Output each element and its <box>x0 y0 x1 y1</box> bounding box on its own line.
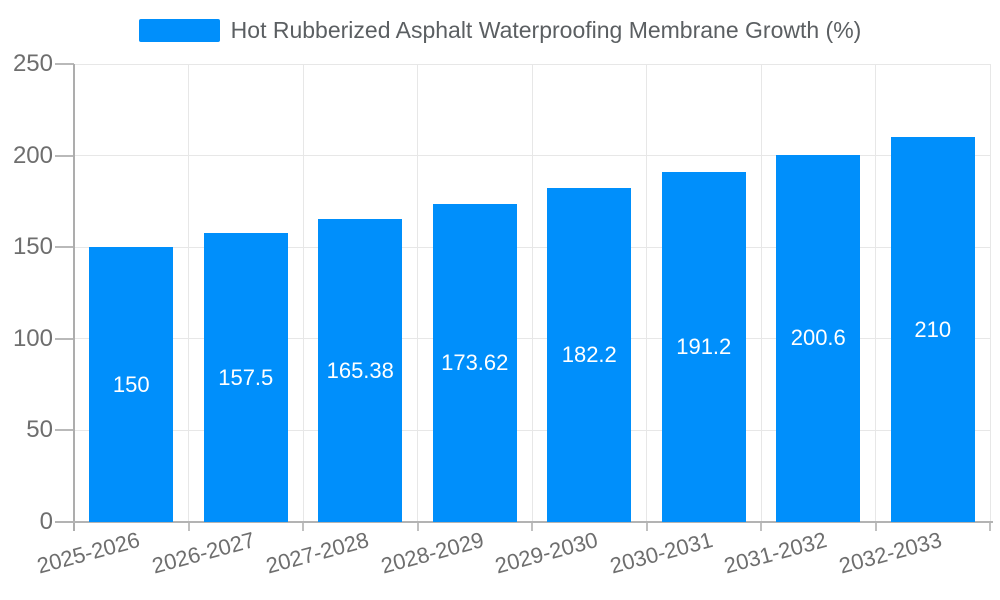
y-gridline <box>55 338 990 340</box>
x-axis-label: 2028-2029 <box>377 527 486 579</box>
x-gridline <box>875 64 876 531</box>
bar-2032-2033[interactable] <box>890 137 975 522</box>
bar-value-label: 165.38 <box>326 357 394 383</box>
x-axis-tick <box>989 522 991 531</box>
bar-2028-2029[interactable] <box>432 203 517 522</box>
x-axis-label: 2030-2031 <box>606 527 715 579</box>
bar-value-label: 191.2 <box>676 333 732 359</box>
x-axis-tick <box>531 522 533 531</box>
legend-swatch <box>138 18 220 42</box>
legend-label: Hot Rubberized Asphalt Waterproofing Mem… <box>230 16 862 43</box>
y-axis-label: 50 <box>26 416 53 444</box>
x-axis-tick <box>874 522 877 531</box>
bar-value-label: 173.62 <box>441 349 509 375</box>
y-axis-tick <box>55 154 74 157</box>
y-axis-tick <box>55 246 74 249</box>
y-gridline <box>55 63 990 65</box>
y-axis-tick <box>55 337 74 340</box>
y-axis-tick <box>55 429 74 432</box>
y-gridline <box>55 429 990 431</box>
x-axis-tick <box>187 522 190 531</box>
x-axis-tick <box>416 522 419 531</box>
bar-2025-2026[interactable] <box>89 247 174 522</box>
x-axis-label: 2025-2026 <box>34 527 143 579</box>
bar-value-label: 200.6 <box>790 325 846 351</box>
x-gridline <box>417 64 418 531</box>
bar-value-label: 210 <box>914 316 952 342</box>
x-axis-tick <box>302 522 304 531</box>
bar-2030-2031[interactable] <box>661 171 746 522</box>
y-axis-label: 0 <box>39 508 53 535</box>
y-gridline <box>55 246 990 248</box>
x-gridline <box>302 64 304 531</box>
x-gridline <box>646 64 647 531</box>
bar-value-label: 150 <box>112 371 150 397</box>
x-gridline <box>188 64 189 531</box>
x-axis-label: 2032-2033 <box>835 527 944 579</box>
x-axis-label: 2029-2030 <box>492 527 601 579</box>
x-axis-label: 2031-2032 <box>721 527 830 579</box>
x-axis-line <box>55 521 993 523</box>
y-axis-tick <box>55 63 74 65</box>
bar-value-label: 182.2 <box>561 342 617 368</box>
legend-item[interactable]: Hot Rubberized Asphalt Waterproofing Mem… <box>138 16 862 44</box>
legend: Hot Rubberized Asphalt Waterproofing Mem… <box>0 12 1000 48</box>
x-gridline <box>989 64 991 531</box>
y-axis-label: 100 <box>12 324 53 352</box>
x-gridline <box>760 64 762 531</box>
y-axis-label: 200 <box>12 141 53 169</box>
bar-2027-2028[interactable] <box>318 219 403 522</box>
bar-2026-2027[interactable] <box>203 233 288 522</box>
y-gridline <box>55 155 990 157</box>
bar-2029-2030[interactable] <box>547 188 632 522</box>
y-axis-label: 150 <box>12 233 53 261</box>
bar-value-label: 157.5 <box>218 364 274 390</box>
bar-2031-2032[interactable] <box>776 154 861 522</box>
y-axis-label: 250 <box>12 50 53 77</box>
x-axis-tick <box>645 522 648 531</box>
x-axis-tick <box>760 522 762 531</box>
x-axis-label: 2026-2027 <box>148 527 257 579</box>
x-gridline <box>531 64 533 531</box>
x-axis-label: 2027-2028 <box>263 527 372 579</box>
y-axis-line <box>73 64 75 531</box>
